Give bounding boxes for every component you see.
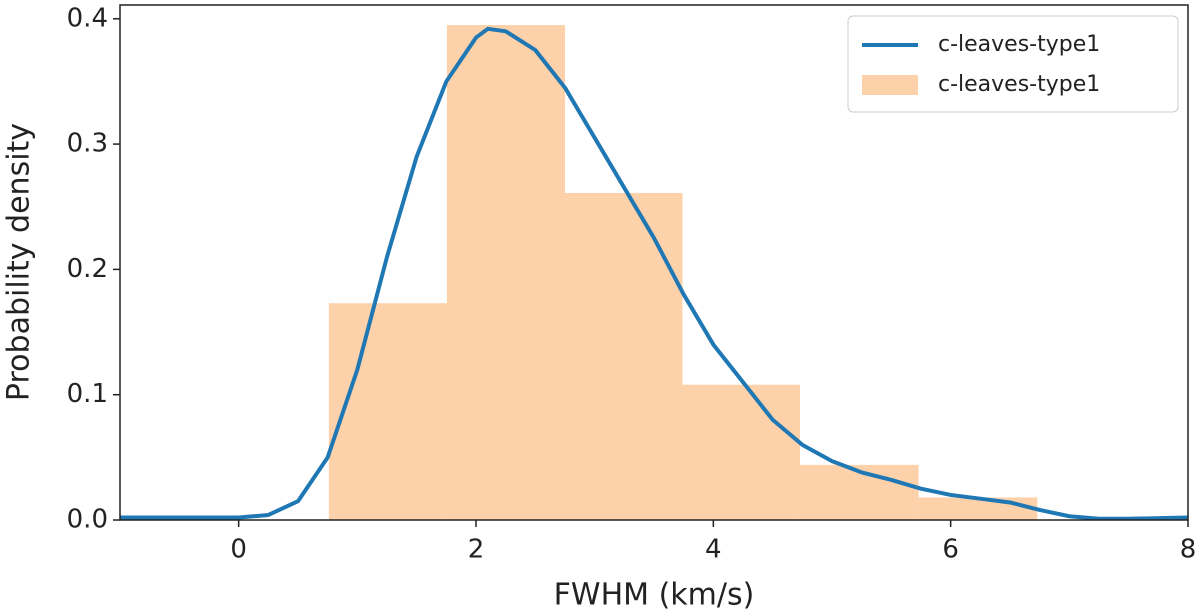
legend-label: c-leaves-type1 — [938, 72, 1100, 97]
histogram-bar — [799, 464, 919, 520]
plot-area — [120, 25, 1188, 520]
x-tick-label: 6 — [942, 535, 959, 565]
y-tick-label: 0.1 — [67, 379, 108, 409]
histogram-bar — [682, 384, 800, 520]
y-tick-label: 0.3 — [67, 129, 108, 159]
histogram-bar — [328, 303, 447, 520]
x-axis-label: FWHM (km/s) — [554, 578, 755, 613]
x-tick-label: 2 — [468, 535, 485, 565]
y-tick-label: 0.4 — [67, 3, 108, 33]
y-tick-label: 0.2 — [67, 254, 108, 284]
legend-box — [847, 15, 1179, 113]
x-tick-label: 4 — [705, 535, 722, 565]
legend-label: c-leaves-type1 — [938, 32, 1100, 57]
x-tick-label: 0 — [230, 535, 247, 565]
x-tick-label: 8 — [1180, 535, 1197, 565]
legend-patch — [862, 75, 918, 95]
histogram-bar — [918, 497, 1038, 520]
histogram-bar — [446, 25, 565, 520]
y-axis-label: Probability density — [2, 123, 37, 401]
plot-frame — [119, 4, 1189, 521]
histogram-bar — [565, 192, 683, 520]
y-tick-label: 0.0 — [67, 505, 108, 535]
kde-line — [120, 26, 1188, 520]
